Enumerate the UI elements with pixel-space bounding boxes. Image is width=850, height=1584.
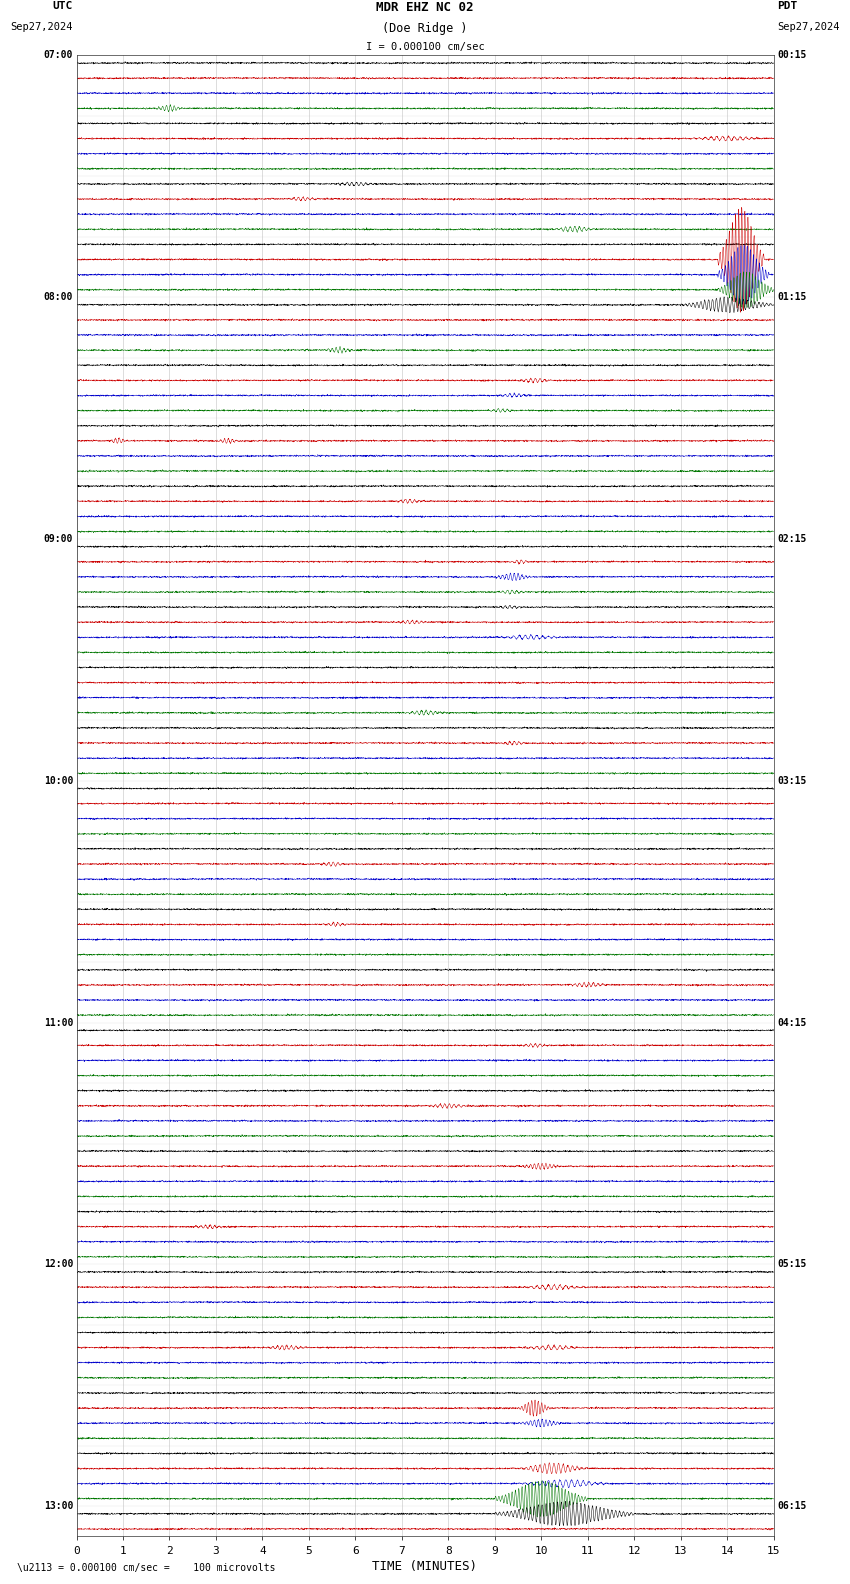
Text: 09:00: 09:00 [43,534,73,543]
Text: 01:15: 01:15 [777,291,807,303]
Text: (Doe Ridge ): (Doe Ridge ) [382,22,468,35]
Text: 04:15: 04:15 [777,1017,807,1028]
Text: Sep27,2024: Sep27,2024 [777,22,840,32]
Text: PDT: PDT [777,2,797,11]
Text: Sep27,2024: Sep27,2024 [10,22,73,32]
Text: 10:00: 10:00 [43,776,73,786]
Text: \u2113 = 0.000100 cm/sec =    100 microvolts: \u2113 = 0.000100 cm/sec = 100 microvolt… [17,1563,275,1573]
Text: 11:00: 11:00 [43,1017,73,1028]
Text: 02:15: 02:15 [777,534,807,543]
Text: 13:00: 13:00 [43,1502,73,1511]
Text: 06:15: 06:15 [777,1502,807,1511]
Text: UTC: UTC [53,2,73,11]
Text: 08:00: 08:00 [43,291,73,303]
Text: MDR EHZ NC 02: MDR EHZ NC 02 [377,2,473,14]
Text: 03:15: 03:15 [777,776,807,786]
X-axis label: TIME (MINUTES): TIME (MINUTES) [372,1560,478,1573]
Text: 12:00: 12:00 [43,1259,73,1269]
Text: 00:15: 00:15 [777,51,807,60]
Text: 07:00: 07:00 [43,51,73,60]
Text: 05:15: 05:15 [777,1259,807,1269]
Text: I = 0.000100 cm/sec: I = 0.000100 cm/sec [366,43,484,52]
